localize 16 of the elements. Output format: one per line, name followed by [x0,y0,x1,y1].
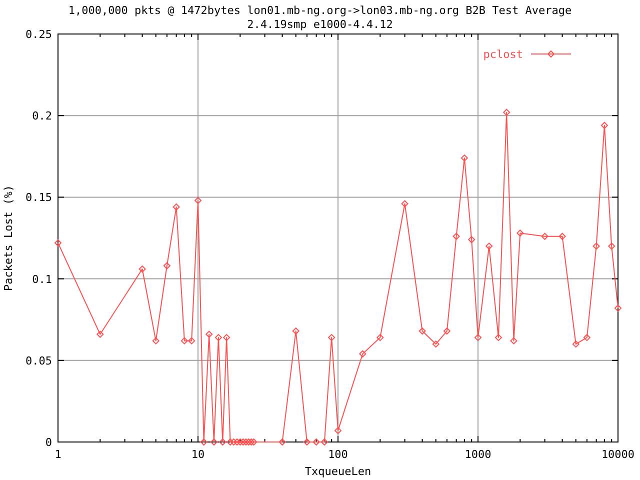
y-tick-label: 0 [45,436,52,449]
y-tick-label: 0.25 [26,28,52,41]
x-axis-title: TxqueueLen [304,465,372,478]
x-tick-label: 10 [191,448,205,461]
y-tick-label: 0.05 [26,354,52,368]
x-tick-label: 1000 [464,448,492,461]
legend-label: pclost [483,48,523,61]
y-tick-label: 0.15 [26,191,52,204]
y-tick-label: 0.2 [32,110,52,123]
x-tick-label: 10000 [601,448,635,461]
x-tick-label: 1 [54,448,62,461]
y-tick-label: 0.1 [32,272,52,286]
y-axis-title: Packets Lost (%) [2,185,15,291]
chart-subtitle: 2.4.19smp e1000-4.4.12 [247,18,393,31]
x-tick-label: 100 [328,448,348,461]
chart-title: 1,000,000 pkts @ 1472bytes lon01.mb-ng.org->lon03.mb-ng.org B2B Test Average [68,4,572,17]
